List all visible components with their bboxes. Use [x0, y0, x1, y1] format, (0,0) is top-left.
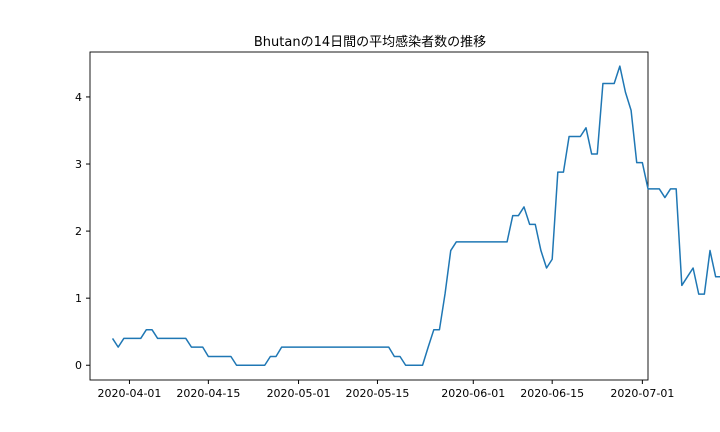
y-tick-label: 2: [75, 225, 82, 238]
x-axis: 2020-04-01 2020-04-15 2020-05-01 2020-05-15…: [97, 380, 674, 400]
x-tick-label: 2020-06-15: [520, 387, 584, 400]
y-axis: 0 1 2 3 4: [75, 91, 90, 372]
x-tick-label: 2020-04-15: [176, 387, 240, 400]
x-tick-label: 2020-04-01: [97, 387, 161, 400]
y-tick-label: 0: [75, 359, 82, 372]
y-tick-label: 4: [75, 91, 82, 104]
y-tick-label: 3: [75, 158, 82, 171]
series-layer: [111, 65, 720, 366]
chart-title: Bhutanの14日間の平均感染者数の推移: [254, 34, 486, 50]
x-tick-label: 2020-07-01: [610, 387, 674, 400]
series-line: [111, 65, 720, 366]
plot-area-frame: [89, 51, 649, 381]
x-tick-label: 2020-05-15: [345, 387, 409, 400]
x-tick-label: 2020-05-01: [267, 387, 331, 400]
y-tick-label: 1: [75, 292, 82, 305]
x-tick-label: 2020-06-01: [441, 387, 505, 400]
